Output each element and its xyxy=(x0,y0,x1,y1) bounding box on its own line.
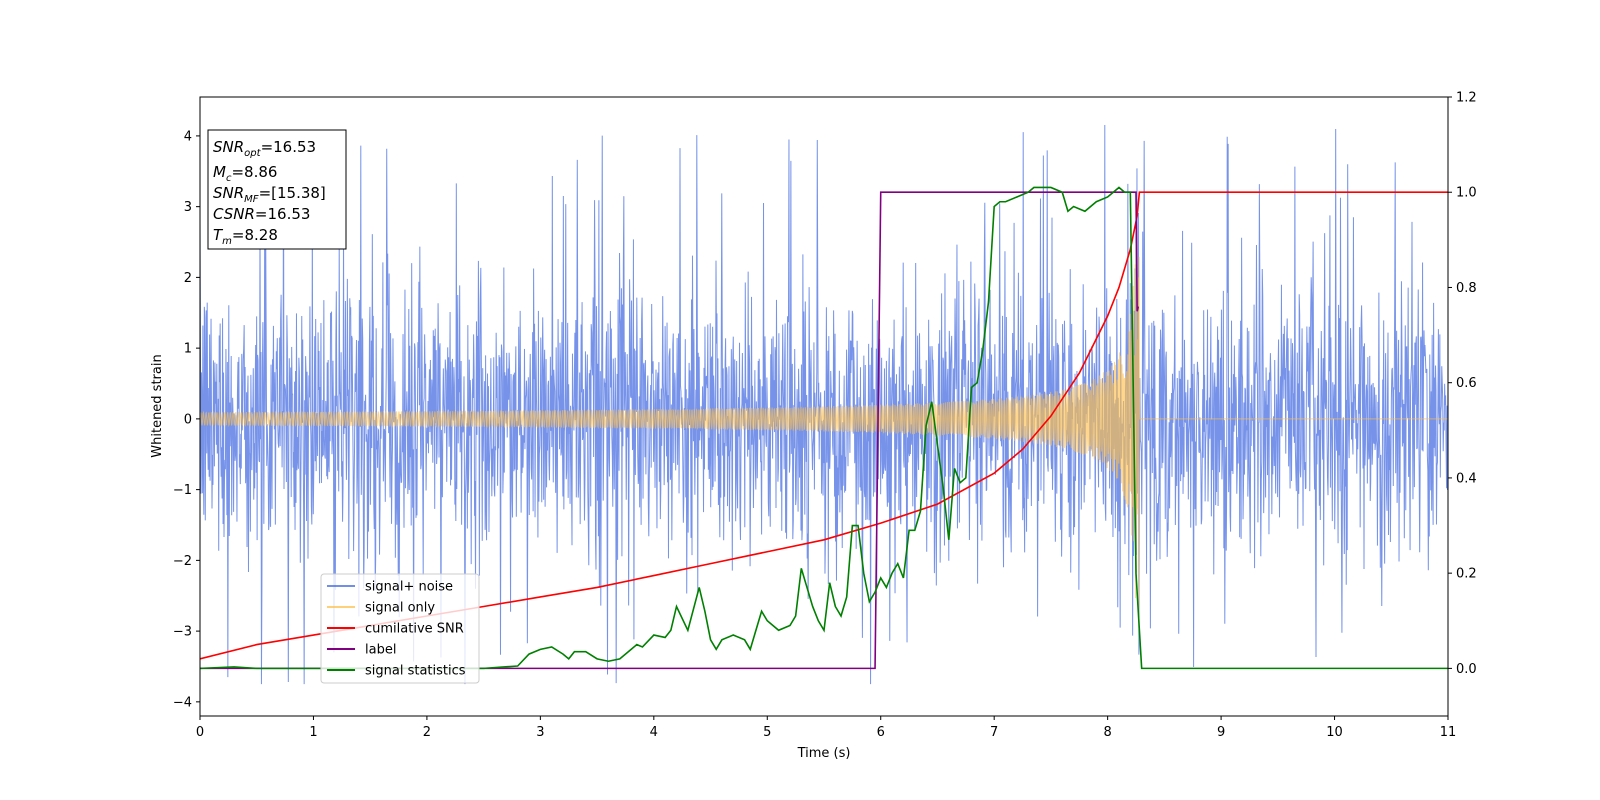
legend-label: cumilative SNR xyxy=(365,622,464,637)
y-right-tick-label: 0.6 xyxy=(1456,376,1477,391)
y-right-tick-label: 0.0 xyxy=(1456,662,1477,677)
legend-label: signal only xyxy=(365,601,435,616)
legend-label: label xyxy=(365,643,396,658)
x-tick-label: 4 xyxy=(650,725,658,740)
y-left-tick-label: 2 xyxy=(184,271,192,286)
x-axis-title: Time (s) xyxy=(797,746,851,761)
y-left-tick-label: 3 xyxy=(184,200,192,215)
annotation-box: SNRopt=16.53 Mc=8.86SNRMF=[15.38]CSNR=16.… xyxy=(207,129,347,250)
x-tick-label: 11 xyxy=(1440,725,1457,740)
series-signal-noise-line xyxy=(200,124,1448,685)
y-right-tick-label: 1.0 xyxy=(1456,186,1477,201)
y-left-tick-label: 0 xyxy=(184,412,192,427)
legend: signal+ noise signal only cumilative SNR la… xyxy=(320,573,480,684)
x-tick-label: 0 xyxy=(196,725,204,740)
annotation-line: CSNR=16.53 xyxy=(213,205,310,223)
y-left-tick-label: 4 xyxy=(184,129,192,144)
legend-label: signal+ noise xyxy=(365,580,453,595)
x-tick-label: 5 xyxy=(763,725,771,740)
x-tick-label: 8 xyxy=(1103,725,1111,740)
y-left-tick-label: −4 xyxy=(173,695,192,710)
x-axis: 0 1 2 3 4 5 6 7 8 9 10 11 xyxy=(196,716,1456,740)
y-left-tick-label: −2 xyxy=(173,554,192,569)
series-label-line xyxy=(200,191,1140,670)
annotation-line: Tm=8.28 xyxy=(213,226,278,247)
y-right-tick-label: 0.4 xyxy=(1456,471,1477,486)
y-right-tick-label: 0.8 xyxy=(1456,281,1477,296)
y-axis-title: Whitened strain xyxy=(150,354,165,457)
legend-label: signal statistics xyxy=(365,664,466,679)
y-left-tick-label: 1 xyxy=(184,342,192,357)
x-tick-label: 3 xyxy=(536,725,544,740)
x-tick-label: 2 xyxy=(423,725,431,740)
y-right-tick-label: 0.2 xyxy=(1456,567,1477,582)
x-tick-label: 7 xyxy=(990,725,998,740)
y-left-tick-label: −1 xyxy=(173,483,192,498)
y-left-tick-label: −3 xyxy=(173,625,192,640)
series-signal-only-line xyxy=(200,243,1448,621)
y-right-tick-label: 1.2 xyxy=(1456,91,1477,106)
x-tick-label: 10 xyxy=(1326,725,1343,740)
x-tick-label: 6 xyxy=(877,725,885,740)
y-axis-right: 0.0 0.2 0.4 0.6 0.8 1.0 1.2 xyxy=(1448,91,1477,677)
annotation-line: Mc=8.86 xyxy=(213,163,277,184)
annotation-line: SNRMF=[15.38] xyxy=(213,184,326,205)
x-tick-label: 9 xyxy=(1217,725,1225,740)
annotation-line: SNRopt=16.53 xyxy=(213,138,316,159)
plot-frame xyxy=(199,96,1449,717)
y-axis-left: −4 −3 −2 −1 0 1 2 3 4 xyxy=(173,129,200,710)
series-signal-statistics-line xyxy=(200,186,1448,670)
x-tick-label: 1 xyxy=(309,725,317,740)
series-layer xyxy=(200,124,1448,685)
